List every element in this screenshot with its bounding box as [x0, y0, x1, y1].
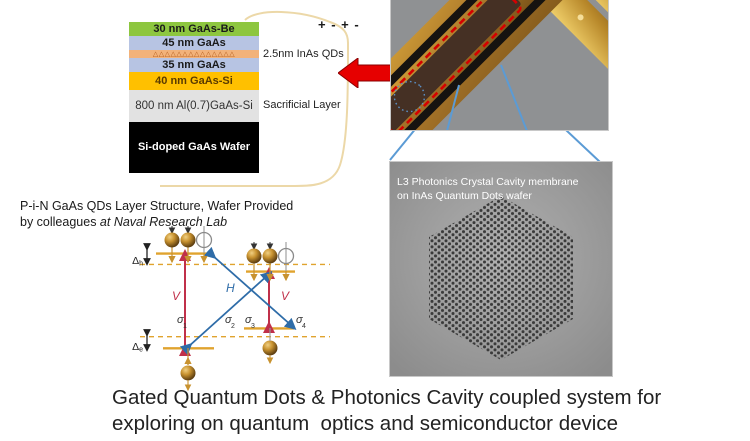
svg-text:V: V — [172, 289, 181, 303]
svg-text:on InAs Quantum Dots wafer: on InAs Quantum Dots wafer — [397, 190, 532, 202]
svg-text:Δh: Δh — [132, 255, 143, 268]
svg-text:1: 1 — [183, 323, 187, 330]
svg-text:3: 3 — [251, 323, 255, 330]
svg-text:Δe: Δe — [132, 341, 143, 354]
svg-text:H: H — [226, 281, 235, 295]
svg-text:V: V — [281, 289, 290, 303]
svg-text:L3 Photonics Crystal Cavity me: L3 Photonics Crystal Cavity membrane — [397, 176, 579, 188]
svg-text:2: 2 — [231, 323, 235, 330]
svg-text:4: 4 — [302, 323, 306, 330]
